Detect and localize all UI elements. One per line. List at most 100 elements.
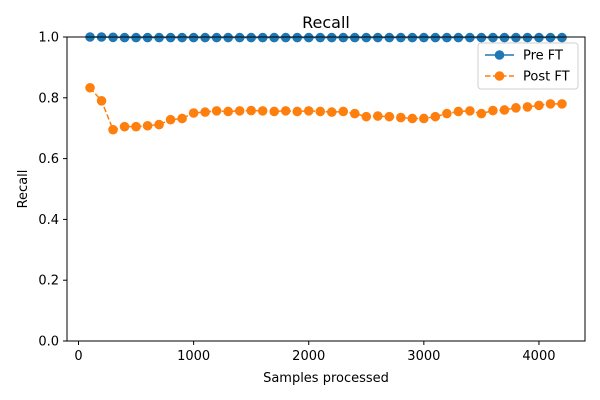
data-point-0-40 (545, 32, 556, 43)
y-axis-label: Recall (16, 170, 31, 209)
data-point-0-5 (142, 32, 153, 43)
data-point-0-9 (188, 32, 199, 43)
y-tick-label-2: 0.4 (38, 213, 59, 228)
data-point-0-6 (154, 32, 164, 43)
data-point-1-30 (430, 111, 441, 122)
data-point-0-41 (557, 32, 567, 43)
data-point-1-8 (177, 113, 187, 124)
data-point-0-35 (488, 32, 498, 43)
y-tick-label-3: 0.6 (38, 152, 59, 167)
data-point-0-3 (119, 32, 130, 43)
x-tick-label-3: 3000 (407, 349, 440, 364)
data-point-0-16 (269, 32, 280, 43)
data-point-1-38 (522, 102, 533, 112)
legend: Pre FT Post FT (477, 42, 579, 90)
data-point-0-37 (511, 32, 521, 43)
data-point-1-20 (315, 106, 326, 117)
data-point-1-7 (165, 114, 176, 125)
data-point-1-4 (131, 121, 141, 132)
data-point-1-28 (407, 113, 418, 124)
data-point-0-31 (442, 32, 452, 43)
data-point-0-4 (131, 32, 141, 43)
data-point-1-10 (200, 107, 210, 117)
data-point-0-39 (534, 32, 544, 43)
data-point-1-36 (499, 105, 510, 115)
x-tick-label-2: 2000 (292, 349, 325, 364)
data-point-1-31 (442, 108, 452, 119)
data-point-0-7 (165, 32, 176, 43)
data-point-1-17 (280, 106, 291, 116)
data-point-1-22 (338, 106, 349, 117)
x-tick-label-0: 0 (74, 349, 82, 364)
data-point-0-10 (200, 32, 210, 43)
data-point-1-39 (534, 100, 544, 111)
y-tick-label-0: 0.0 (38, 335, 59, 350)
data-point-1-34 (476, 108, 487, 119)
x-tick-label-1: 1000 (177, 349, 210, 364)
data-point-1-12 (223, 106, 233, 117)
data-point-1-41 (557, 99, 567, 109)
data-point-1-6 (154, 119, 164, 130)
x-axis-label: Samples processed (263, 371, 389, 386)
data-point-1-13 (234, 106, 245, 116)
data-point-1-40 (545, 99, 556, 109)
data-point-1-16 (269, 106, 280, 117)
data-point-1-14 (246, 105, 256, 116)
data-point-0-11 (211, 32, 222, 43)
plot-layer (85, 32, 567, 135)
data-point-1-0 (85, 82, 95, 93)
data-point-1-15 (257, 106, 268, 116)
data-point-0-26 (384, 32, 395, 43)
data-point-0-22 (338, 32, 349, 43)
y-tick-label-1: 0.2 (38, 274, 59, 289)
data-point-1-3 (119, 121, 130, 132)
data-point-1-37 (511, 103, 521, 113)
data-point-1-33 (465, 106, 475, 116)
data-point-1-24 (361, 111, 372, 122)
data-point-0-24 (361, 32, 372, 43)
data-point-1-9 (188, 108, 199, 118)
legend-label-0: Pre FT (523, 49, 563, 64)
data-point-0-15 (257, 32, 268, 43)
data-point-0-21 (326, 32, 337, 43)
legend-label-1: Post FT (523, 70, 570, 85)
data-point-0-30 (430, 32, 441, 43)
data-point-0-17 (280, 32, 291, 43)
data-point-0-8 (177, 32, 187, 43)
data-point-1-18 (292, 106, 303, 117)
data-point-0-38 (522, 32, 533, 43)
data-point-0-14 (246, 32, 256, 43)
data-point-0-29 (419, 32, 429, 43)
data-point-0-36 (499, 32, 510, 43)
data-point-1-1 (96, 96, 107, 106)
data-point-1-25 (373, 111, 383, 121)
data-point-1-29 (419, 113, 429, 124)
data-point-1-11 (211, 106, 222, 116)
legend-marker-1 (494, 71, 505, 81)
data-point-0-33 (465, 32, 475, 43)
data-point-0-12 (223, 32, 233, 43)
data-point-0-32 (453, 32, 464, 43)
data-point-1-27 (396, 112, 406, 123)
data-point-1-26 (384, 111, 395, 122)
data-point-0-18 (292, 32, 303, 43)
data-point-0-13 (234, 32, 245, 43)
data-point-1-19 (303, 106, 314, 116)
y-tick-label-5: 1.0 (38, 31, 59, 46)
data-point-1-5 (142, 120, 153, 131)
data-point-0-34 (476, 32, 487, 43)
x-tick-label-4: 4000 (522, 349, 555, 364)
axes-layer: 0 1000 2000 3000 4000 0.0 0.2 0.4 0.6 0.8 1.0 (38, 31, 586, 364)
data-point-1-32 (453, 106, 464, 117)
data-point-1-35 (488, 105, 498, 116)
data-point-0-25 (373, 32, 383, 43)
data-point-1-23 (349, 108, 360, 119)
data-point-0-19 (303, 32, 314, 43)
data-point-0-27 (396, 32, 406, 43)
data-point-1-2 (108, 124, 118, 135)
data-point-0-20 (315, 32, 326, 43)
legend-marker-0 (494, 50, 505, 60)
y-tick-label-4: 0.8 (38, 91, 59, 106)
